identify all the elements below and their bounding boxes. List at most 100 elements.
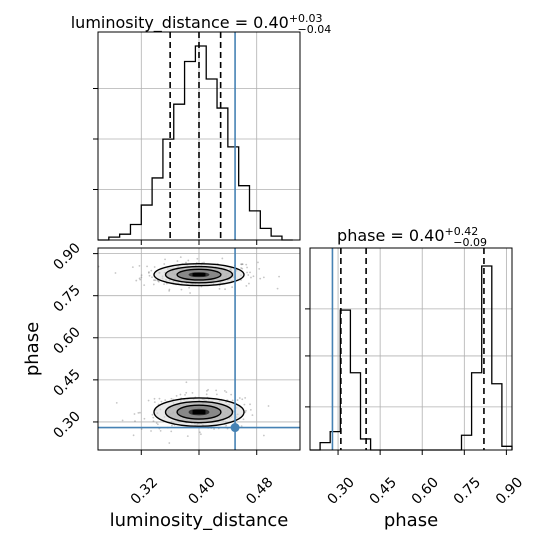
sample-point bbox=[135, 279, 138, 282]
sample-point bbox=[240, 263, 243, 266]
contour-0-0 bbox=[153, 263, 245, 287]
sample-point bbox=[157, 280, 160, 283]
sample-point bbox=[159, 429, 162, 432]
sample-point bbox=[180, 288, 183, 291]
sample-point bbox=[146, 265, 148, 268]
sample-point bbox=[236, 399, 239, 401]
sample-point bbox=[258, 267, 261, 270]
sample-point bbox=[176, 260, 179, 262]
luminosity-distance-marginal-panel: luminosity_distance = 0.40+0.03 −0.04 bbox=[71, 12, 332, 245]
sample-point bbox=[134, 420, 136, 423]
sample-point bbox=[240, 263, 243, 266]
joint-y-tick-label-4: 0.90 bbox=[50, 240, 83, 273]
sample-point bbox=[148, 271, 150, 273]
joint-x-tick-label-2: 0.48 bbox=[243, 474, 276, 507]
sample-point bbox=[138, 264, 141, 267]
sample-point bbox=[143, 284, 146, 287]
joint-y-tick-label-0: 0.30 bbox=[50, 408, 83, 441]
joint-panel: 0.32 0.40 0.48 0.30 0.45 0.60 0.75 0.90 lumino… bbox=[22, 240, 301, 531]
sample-point bbox=[168, 442, 171, 444]
right-x-tick-label-1: 0.45 bbox=[367, 474, 400, 507]
sample-point bbox=[246, 271, 248, 274]
sample-point bbox=[140, 274, 143, 277]
sample-point bbox=[137, 411, 140, 414]
sample-point bbox=[160, 400, 163, 403]
right-panel-frame bbox=[309, 247, 513, 451]
sample-point bbox=[179, 256, 182, 259]
sample-point bbox=[259, 277, 262, 280]
contour-1-2 bbox=[176, 404, 222, 420]
contour-0-2 bbox=[176, 268, 222, 281]
sample-point bbox=[186, 435, 189, 438]
joint-x-tick-label-1: 0.40 bbox=[185, 474, 218, 507]
sample-point bbox=[153, 279, 155, 282]
sample-point bbox=[206, 389, 208, 392]
sample-point bbox=[121, 419, 124, 422]
sample-point bbox=[151, 413, 154, 416]
sample-point bbox=[250, 276, 252, 279]
contour-1-0 bbox=[153, 397, 245, 428]
joint-y-tick-label-2: 0.60 bbox=[50, 324, 83, 357]
sample-point bbox=[213, 428, 215, 430]
sample-point bbox=[151, 276, 153, 279]
sample-point bbox=[241, 398, 244, 401]
joint-truth-marker bbox=[230, 423, 240, 433]
joint-panel-ticks bbox=[93, 253, 258, 455]
joint-panel-grid bbox=[98, 248, 300, 450]
sample-point bbox=[184, 393, 186, 396]
sample-point bbox=[231, 286, 234, 289]
sample-point bbox=[246, 266, 248, 269]
luminosity-distance-histogram-step bbox=[98, 45, 293, 241]
joint-y-tick-label-3: 0.75 bbox=[50, 282, 83, 315]
right-x-tick-label-4: 0.90 bbox=[493, 474, 526, 507]
joint-panel-contours bbox=[153, 263, 245, 428]
sample-point bbox=[156, 423, 159, 426]
sample-point bbox=[262, 434, 265, 437]
sample-point bbox=[185, 391, 188, 394]
sample-point bbox=[249, 271, 251, 274]
sample-point bbox=[240, 425, 243, 428]
sample-point bbox=[198, 431, 201, 434]
sample-point bbox=[152, 420, 155, 423]
contour-0-1 bbox=[164, 265, 234, 284]
sample-point bbox=[140, 428, 143, 430]
sample-point bbox=[150, 269, 153, 272]
sample-point bbox=[230, 393, 233, 396]
sample-point bbox=[140, 276, 143, 279]
sample-point bbox=[153, 266, 156, 268]
sample-point bbox=[132, 434, 135, 437]
sample-point bbox=[165, 282, 168, 285]
x-axis-label-luminosity-distance: luminosity_distance bbox=[110, 510, 289, 531]
sample-point bbox=[241, 263, 244, 266]
right-panel-ticks bbox=[305, 308, 507, 455]
sample-point bbox=[143, 417, 146, 420]
sample-point bbox=[147, 271, 150, 274]
x-axis-label-phase: phase bbox=[384, 510, 438, 531]
sample-point bbox=[215, 393, 218, 396]
sample-point bbox=[171, 424, 173, 427]
sample-point bbox=[249, 403, 251, 406]
luminosity-distance-title: luminosity_distance = 0.40+0.03 −0.04 bbox=[71, 12, 332, 36]
right-x-tick-label-3: 0.75 bbox=[451, 474, 484, 507]
sample-point bbox=[240, 267, 243, 269]
sample-point bbox=[245, 285, 248, 287]
sample-point bbox=[154, 279, 157, 282]
sample-point bbox=[152, 416, 155, 419]
phase-title: phase = 0.40+0.42 −0.09 bbox=[337, 225, 487, 249]
sample-point bbox=[215, 389, 218, 392]
sample-point bbox=[147, 399, 150, 402]
sample-point bbox=[196, 257, 199, 260]
sample-point bbox=[245, 409, 247, 412]
sample-point bbox=[225, 424, 228, 427]
density-peak-1 bbox=[192, 409, 206, 415]
sample-point bbox=[185, 381, 188, 384]
right-x-tick-label-0: 0.30 bbox=[325, 474, 358, 507]
sample-point bbox=[241, 267, 244, 270]
y-axis-label-phase: phase bbox=[22, 322, 43, 376]
sample-point bbox=[170, 430, 173, 433]
sample-point bbox=[231, 399, 234, 402]
sample-point bbox=[155, 422, 158, 424]
sample-point bbox=[205, 393, 208, 396]
right-x-tick-labels: 0.30 0.45 0.60 0.75 0.90 bbox=[325, 474, 527, 507]
